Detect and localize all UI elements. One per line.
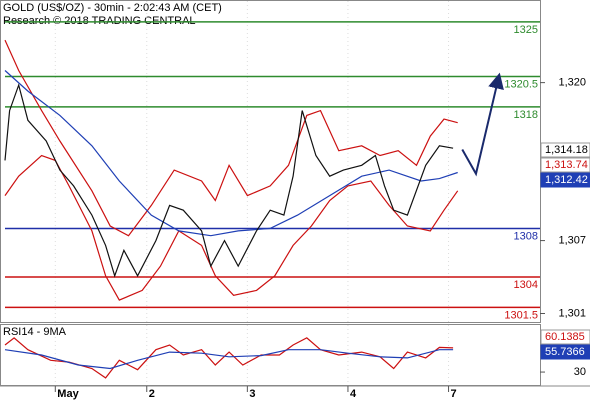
price-tag-box [540,157,590,173]
price-tag-box [540,344,590,360]
chart-title: GOLD (US$/OZ) - 30min - 2:02:43 AM (CET) [3,2,222,14]
series-line [4,83,454,278]
series-line [4,349,454,370]
price-panel [0,0,541,323]
chart-subtitle: Research © 2018 TRADING CENTRAL [3,15,196,27]
price-tag-box [540,142,590,158]
rsi-y-tick-label: 30 [574,366,586,378]
forecast-arrow [461,72,504,177]
series-line [4,70,458,237]
rsi-title: RSI14 - 9MA [3,326,67,338]
level-label: 1308 [514,230,538,242]
price-tag: 1,314.18 [545,144,588,156]
y-tick-label: 1,307 [558,234,586,246]
level-label: 1318 [514,109,538,121]
x-tick-label: 7 [451,388,457,400]
y-tick-label: 1,301 [558,307,586,319]
level-label: 1304 [514,279,538,291]
series-line [4,39,458,237]
price-tag: 55.7366 [545,346,585,358]
level-label: 1301.5 [504,309,538,321]
level-label: 1320.5 [504,78,538,90]
price-tag-box [540,329,590,345]
x-tick-label: 3 [249,388,255,400]
level-label: 1325 [514,24,538,36]
series-line [4,337,454,379]
x-tick-label: 4 [350,388,357,400]
x-tick-label: 2 [149,388,155,400]
series-line [4,154,459,301]
price-tag: 1,313.74 [545,159,588,171]
price-tag: 1,312.42 [545,174,588,186]
price-tag: 60.1385 [545,331,585,343]
price-tag-box [540,172,590,188]
x-tick-label: May [57,388,79,400]
y-tick-label: 1,320 [558,77,586,89]
